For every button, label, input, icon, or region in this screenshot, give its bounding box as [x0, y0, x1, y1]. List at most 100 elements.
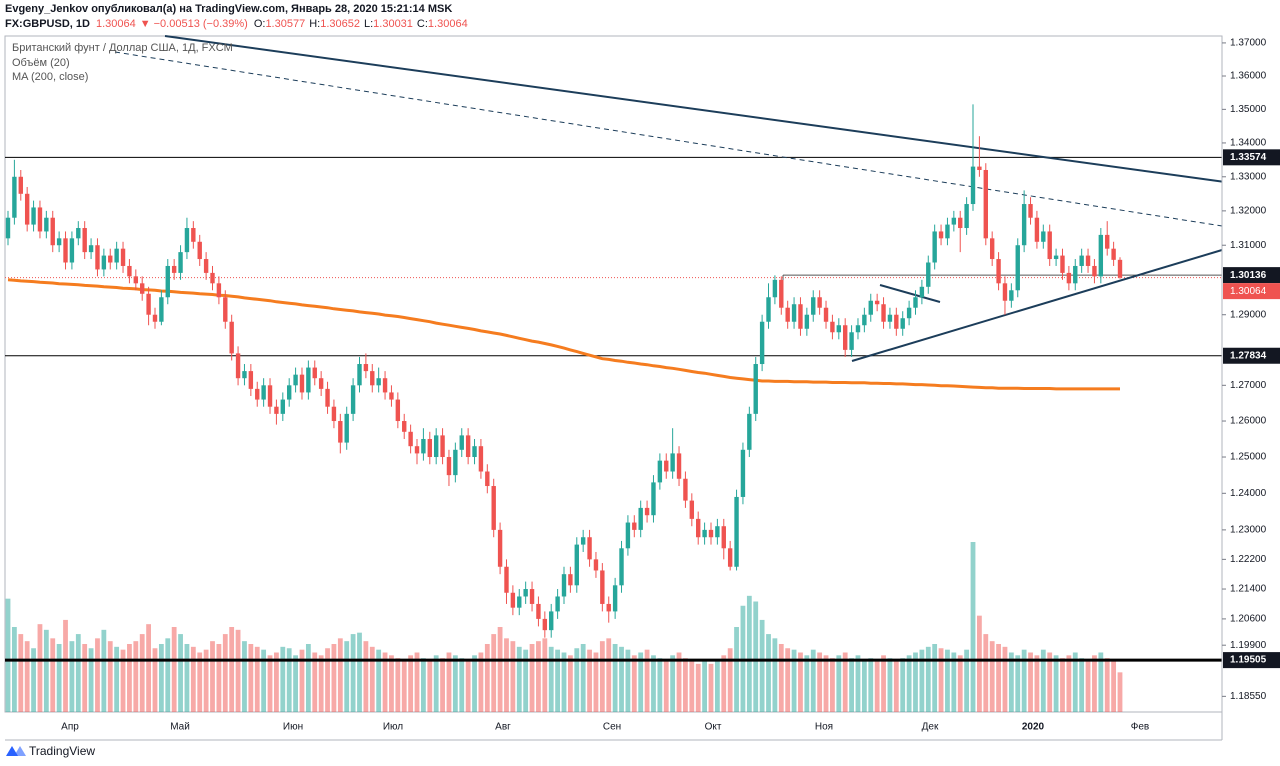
candle-body [203, 259, 209, 273]
volume-bar [248, 644, 254, 712]
volume-bar [798, 652, 803, 712]
candle-body [1002, 283, 1008, 301]
volume-bar [293, 655, 298, 712]
candle-body [612, 585, 618, 612]
candle-body [574, 544, 579, 586]
volume-bar [337, 638, 343, 712]
volume-bar [18, 634, 24, 712]
candle-body [5, 217, 11, 239]
candle-layer [5, 104, 1123, 638]
volume-bar [1085, 661, 1091, 712]
volume-bar [804, 655, 810, 712]
candle-body [836, 325, 842, 333]
y-tick-label: 1.32000 [1230, 206, 1267, 217]
volume-bar [746, 595, 752, 712]
volume-bar [638, 652, 644, 712]
candle-body [69, 238, 75, 263]
volume-bar [887, 658, 893, 712]
candle-body [459, 435, 464, 450]
x-tick-label: Ноя [815, 722, 833, 733]
candle-body [306, 367, 311, 393]
volume-bar [919, 649, 925, 712]
y-tick-label: 1.37000 [1230, 38, 1267, 49]
volume-bar [951, 652, 957, 712]
logo-mark [14, 746, 26, 756]
y-tick-label: 1.23000 [1230, 525, 1267, 536]
candle-body [811, 297, 816, 315]
candle-body [338, 421, 343, 443]
volume-bar [900, 658, 906, 712]
volume-bar [165, 638, 171, 712]
y-tick-label: 1.27000 [1230, 380, 1267, 391]
volume-bar [766, 634, 771, 712]
candle-body [906, 307, 912, 319]
volume-bar [127, 644, 132, 712]
candle-body [1092, 265, 1097, 277]
y-tick-label: 1.24000 [1230, 488, 1267, 499]
volume-bar [893, 661, 899, 712]
volume-bar [1072, 652, 1078, 712]
candle-body [523, 589, 528, 597]
candle-body [184, 228, 190, 253]
x-tick-label: Июн [283, 722, 303, 733]
volume-bar [970, 542, 976, 712]
volume-bar [222, 634, 228, 712]
volume-bar [197, 652, 203, 712]
volume-bar [587, 649, 592, 712]
candle-body [1085, 255, 1091, 266]
volume-bar [344, 641, 350, 712]
volume-bar [484, 644, 490, 712]
candle-body [478, 446, 484, 472]
candle-body [945, 224, 950, 239]
candle-body [638, 507, 643, 530]
ma-legend: MA (200, close) [12, 71, 88, 83]
ma-layer [7, 278, 1120, 391]
candle-body [517, 596, 522, 608]
volume-bar [619, 646, 624, 712]
candle-body [31, 207, 36, 225]
volume-bar [171, 627, 177, 712]
candle-body [542, 618, 548, 631]
volume-bar [612, 644, 618, 712]
candle-body [95, 245, 100, 270]
candle-body [727, 548, 733, 567]
candle-body [363, 364, 369, 372]
candle-body [919, 286, 925, 298]
volume-bar [913, 652, 918, 712]
candle-body [804, 314, 810, 329]
last-price-tag [1223, 283, 1280, 300]
volume-bar [107, 641, 113, 712]
volume-bar [938, 648, 944, 712]
volume-bar [203, 649, 209, 712]
volume-bar [1002, 646, 1008, 712]
volume-bar [663, 661, 669, 712]
candle-body [1111, 248, 1116, 260]
candle-body [510, 592, 516, 608]
y-tick-label: 1.34000 [1230, 138, 1267, 149]
volume-bar [146, 624, 151, 712]
candle-body [44, 217, 49, 232]
volume-bar [561, 652, 567, 712]
volume-bar [817, 652, 823, 712]
candle-body [536, 603, 541, 619]
volume-bar [734, 627, 739, 712]
candle-body [894, 314, 899, 329]
candle-body [900, 318, 905, 329]
volume-bar [778, 644, 784, 712]
volume-bar [957, 655, 963, 712]
candle-body [37, 207, 43, 232]
volume-bar [267, 655, 273, 712]
ohlc-label: C: [417, 18, 428, 30]
volume-bar [759, 619, 765, 712]
candle-body [433, 435, 439, 458]
volume-bar [139, 634, 145, 712]
candle-body [549, 611, 554, 631]
volume-bar [542, 638, 548, 712]
candle-body [644, 507, 650, 516]
volume-bar [75, 634, 81, 712]
brand: TradingView [29, 744, 95, 758]
volume-bar [190, 646, 196, 712]
candle-body [970, 166, 976, 205]
candle-body [600, 570, 605, 604]
